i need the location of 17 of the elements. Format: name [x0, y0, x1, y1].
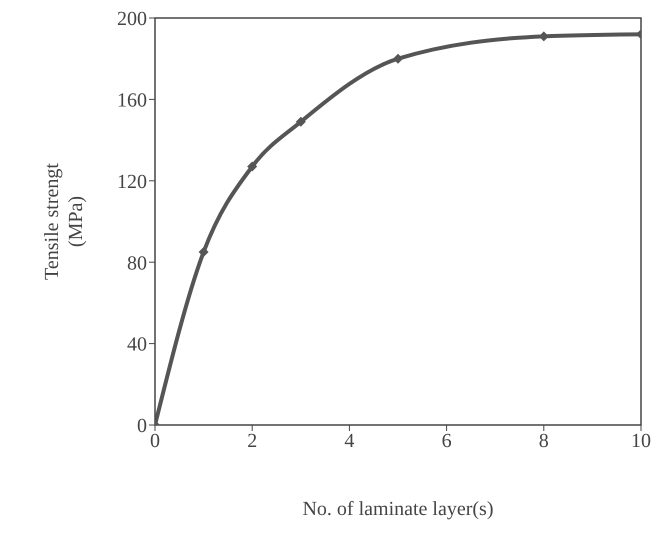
- x-axis-title: No. of laminate layer(s): [302, 498, 494, 520]
- point: [296, 116, 306, 127]
- point: [393, 54, 403, 64]
- y-tick-label: 40: [127, 334, 147, 356]
- y-tick-label: 120: [117, 170, 147, 193]
- x-tick-label: 10: [631, 430, 651, 452]
- y-tick-label: 80: [127, 252, 147, 274]
- point: [198, 247, 209, 258]
- point: [247, 162, 258, 172]
- y-tick-label: 200: [117, 8, 147, 30]
- y-tick-label: 160: [117, 90, 147, 112]
- y-axis-title: Tensile strengt (MPa): [41, 162, 87, 280]
- x-tick-label: 6: [442, 430, 452, 452]
- x-tick-label: 2: [247, 430, 258, 452]
- x-tick-label: 4: [344, 430, 354, 452]
- y-tick-label: 0: [137, 415, 147, 438]
- x-tick-label: 8: [538, 430, 549, 452]
